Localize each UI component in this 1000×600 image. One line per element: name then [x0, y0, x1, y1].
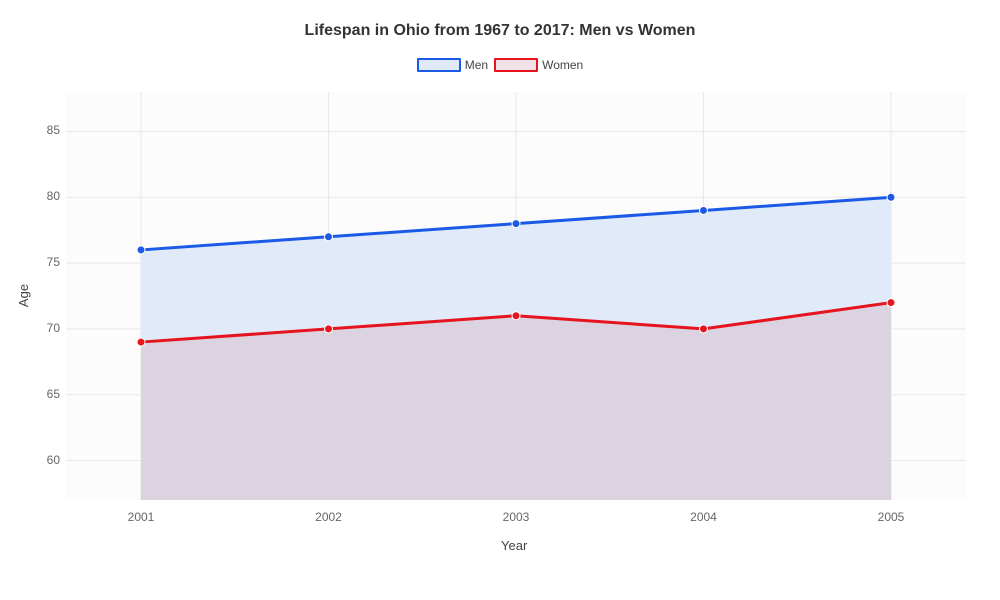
y-tick-label: 70: [36, 321, 60, 335]
x-axis-label: Year: [501, 538, 527, 553]
y-tick-label: 60: [36, 453, 60, 467]
y-tick-label: 65: [36, 387, 60, 401]
chart-container: Lifespan in Ohio from 1967 to 2017: Men …: [0, 0, 1000, 600]
y-axis-label: Age: [16, 284, 31, 307]
legend: Men Women: [0, 58, 1000, 72]
legend-swatch-women: [494, 58, 538, 72]
legend-label-men: Men: [465, 58, 488, 72]
x-tick-label: 2001: [121, 510, 161, 524]
x-tick-label: 2005: [871, 510, 911, 524]
legend-swatch-men: [417, 58, 461, 72]
x-tick-label: 2004: [684, 510, 724, 524]
y-tick-label: 80: [36, 189, 60, 203]
plot-area: [66, 92, 966, 500]
y-tick-label: 75: [36, 255, 60, 269]
legend-item-women: Women: [494, 58, 583, 72]
chart-title: Lifespan in Ohio from 1967 to 2017: Men …: [0, 0, 1000, 40]
x-tick-label: 2003: [496, 510, 536, 524]
legend-item-men: Men: [417, 58, 488, 72]
legend-label-women: Women: [542, 58, 583, 72]
x-tick-label: 2002: [309, 510, 349, 524]
y-tick-label: 85: [36, 123, 60, 137]
